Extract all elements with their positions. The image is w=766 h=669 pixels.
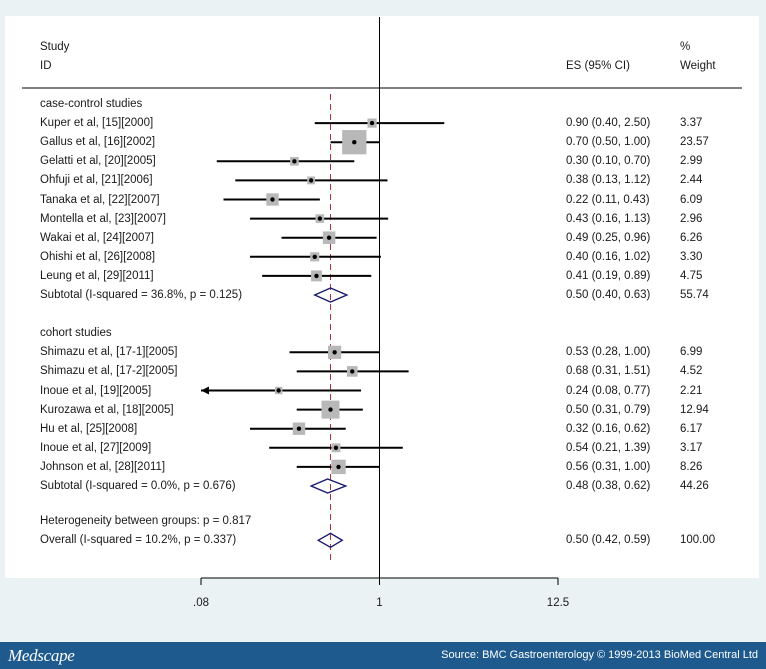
- study-id: Tanaka et al, [22][2007]: [40, 193, 160, 206]
- study-es-ci: 0.49 (0.25, 0.96): [566, 231, 651, 244]
- x-tick-label: .08: [193, 597, 209, 609]
- point-estimate: [328, 407, 333, 412]
- study-es-ci: 0.68 (0.31, 1.51): [566, 365, 651, 378]
- footer-bar: Medscape Source: BMC Gastroenterology © …: [0, 642, 766, 669]
- study-weight: 3.30: [680, 250, 703, 263]
- heterogeneity-text: Heterogeneity between groups: p = 0.817: [40, 515, 252, 528]
- point-estimate: [332, 350, 337, 355]
- study-weight: 3.37: [680, 117, 703, 130]
- study-id: Kuper et al, [15][2000]: [40, 117, 154, 130]
- overall-label: Overall (I-squared = 10.2%, p = 0.337): [40, 534, 237, 547]
- study-weight: 12.94: [680, 403, 709, 416]
- study-weight: 2.44: [680, 174, 703, 187]
- study-weight: 2.21: [680, 384, 703, 397]
- study-es-ci: 0.50 (0.31, 0.79): [566, 403, 651, 416]
- point-estimate: [369, 120, 375, 126]
- study-es-ci: 0.30 (0.10, 0.70): [566, 155, 651, 168]
- study-weight: 4.52: [680, 365, 703, 378]
- subtotal-es-ci: 0.50 (0.40, 0.63): [566, 289, 651, 301]
- point-estimate: [326, 235, 332, 240]
- header-id: ID: [40, 60, 52, 72]
- group-label: cohort studies: [40, 327, 112, 340]
- study-es-ci: 0.24 (0.08, 0.77): [566, 384, 651, 397]
- study-id: Kurozawa et al, [18][2005]: [40, 403, 174, 416]
- study-id: Inoue et al, [27][2009]: [40, 441, 152, 454]
- study-id: Shimazu et al, [17-1][2005]: [40, 346, 178, 359]
- subtotal-label: Subtotal (I-squared = 0.0%, p = 0.676): [40, 480, 236, 492]
- point-estimate: [336, 464, 341, 470]
- study-es-ci: 0.43 (0.16, 1.13): [566, 212, 651, 225]
- subtotal-weight: 44.26: [680, 480, 709, 492]
- study-es-ci: 0.22 (0.11, 0.43): [566, 193, 650, 206]
- ci-arrow-left: [201, 386, 209, 395]
- study-id: Leung et al, [29][2011]: [40, 269, 154, 282]
- study-weight: 4.75: [680, 269, 703, 282]
- medscape-logo[interactable]: Medscape: [8, 646, 75, 665]
- study-id: Gallus et al, [16][2002]: [40, 136, 156, 149]
- point-estimate: [350, 369, 355, 374]
- study-weight: 2.96: [680, 212, 703, 225]
- subtotal-label: Subtotal (I-squared = 36.8%, p = 0.125): [40, 289, 243, 301]
- study-weight: 6.26: [680, 231, 703, 244]
- study-weight: 2.99: [680, 155, 703, 168]
- study-es-ci: 0.32 (0.16, 0.62): [566, 422, 651, 435]
- overall-weight: 100.00: [680, 534, 716, 547]
- study-id: Ohishi et al, [26][2008]: [40, 250, 156, 263]
- x-tick-label: 12.5: [547, 597, 569, 609]
- study-id: Wakai et al, [24][2007]: [40, 231, 155, 244]
- subtotal-es-ci: 0.48 (0.38, 0.62): [566, 480, 651, 492]
- plot-area: [5, 16, 759, 578]
- study-es-ci: 0.53 (0.28, 1.00): [566, 346, 651, 359]
- study-weight: 23.57: [680, 136, 709, 149]
- x-tick-label: 1: [376, 597, 382, 609]
- subtotal-diamond: [309, 478, 348, 494]
- study-weight: 6.99: [680, 346, 703, 359]
- point-estimate: [314, 273, 319, 279]
- study-id: Ohfuji et al, [21][2006]: [40, 174, 153, 187]
- point-estimate: [276, 388, 281, 393]
- header-percent: %: [680, 41, 691, 53]
- study-weight: 3.17: [680, 441, 703, 454]
- point-estimate: [317, 216, 323, 221]
- point-estimate: [270, 197, 275, 202]
- study-weight: 6.09: [680, 193, 703, 206]
- study-weight: 8.26: [680, 460, 703, 473]
- subtotal-diamond: [313, 287, 349, 303]
- subtotal-weight: 55.74: [680, 289, 709, 301]
- source-credit: Source: BMC Gastroenterology © 1999-2013…: [441, 649, 758, 661]
- study-id: Inoue et al, [19][2005]: [40, 384, 152, 397]
- study-id: Gelatti et al, [20][2005]: [40, 155, 156, 168]
- study-id: Shimazu et al, [17-2][2005]: [40, 365, 178, 378]
- study-es-ci: 0.90 (0.40, 2.50): [566, 117, 651, 130]
- study-id: Johnson et al, [28][2011]: [40, 460, 166, 473]
- overall-es-ci: 0.50 (0.42, 0.59): [566, 534, 651, 547]
- overall-diamond: [316, 532, 344, 549]
- point-estimate: [333, 445, 339, 450]
- point-estimate: [312, 254, 317, 259]
- point-estimate: [308, 178, 314, 183]
- study-es-ci: 0.70 (0.50, 1.00): [566, 136, 651, 149]
- study-weight: 6.17: [680, 422, 703, 435]
- study-id: Hu et al, [25][2008]: [40, 422, 138, 435]
- point-estimate: [352, 140, 357, 145]
- study-es-ci: 0.38 (0.13, 1.12): [566, 174, 651, 187]
- study-es-ci: 0.56 (0.31, 1.00): [566, 460, 651, 473]
- header-es: ES (95% CI): [566, 60, 630, 72]
- group-label: case-control studies: [40, 98, 143, 110]
- study-es-ci: 0.41 (0.19, 0.89): [566, 269, 651, 282]
- point-estimate: [296, 426, 302, 431]
- header-weight: Weight: [680, 60, 716, 72]
- header-study: Study: [40, 41, 70, 53]
- point-estimate: [292, 159, 297, 164]
- study-id: Montella et al, [23][2007]: [40, 212, 166, 225]
- study-es-ci: 0.54 (0.21, 1.39): [566, 441, 651, 454]
- study-es-ci: 0.40 (0.16, 1.02): [566, 250, 651, 263]
